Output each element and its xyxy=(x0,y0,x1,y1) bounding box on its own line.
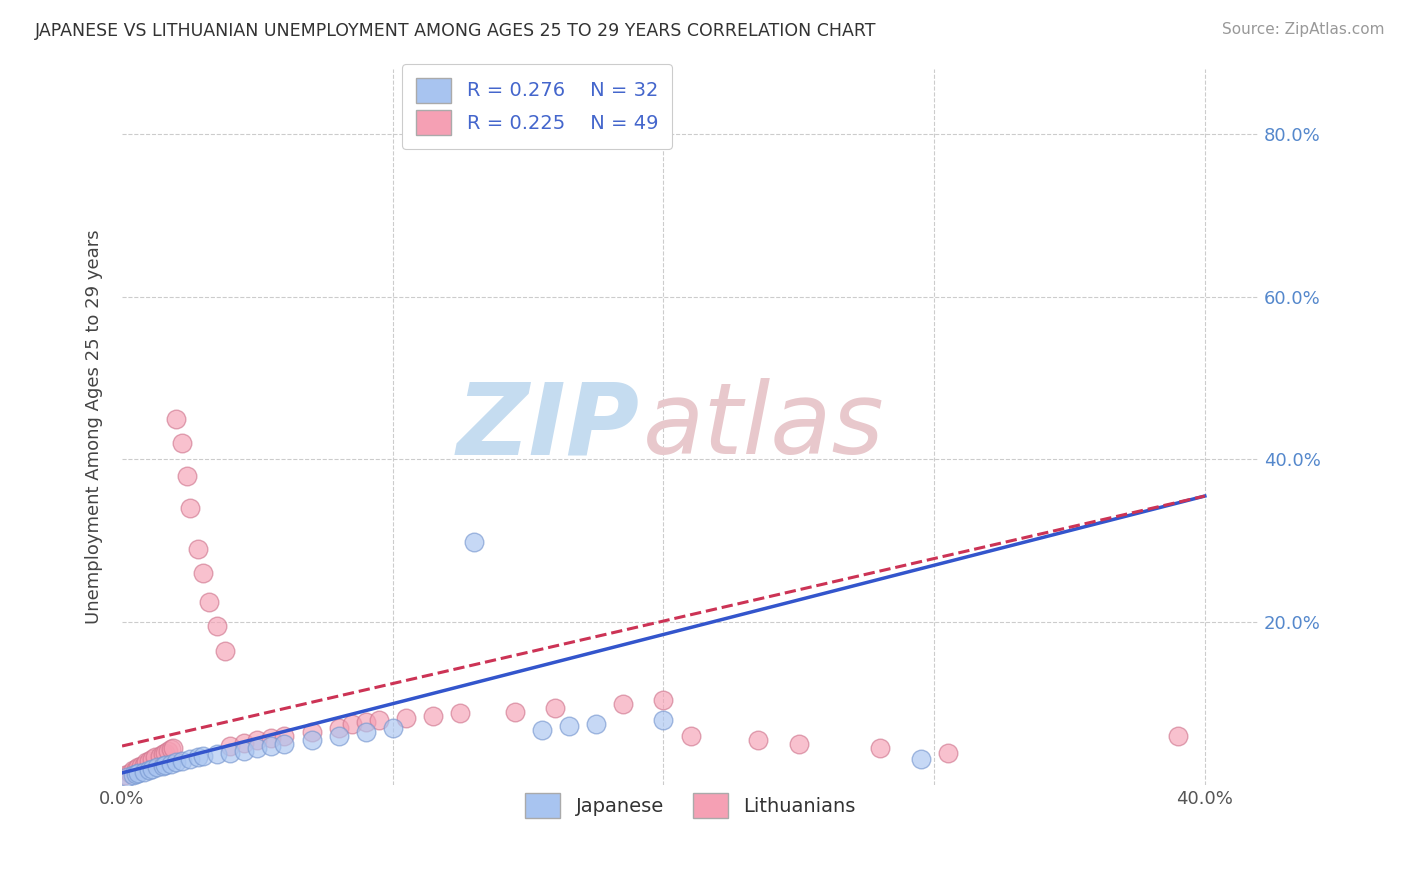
Point xyxy=(132,765,155,780)
Point xyxy=(146,760,169,774)
Point xyxy=(936,746,959,760)
Point xyxy=(117,770,139,784)
Point xyxy=(232,736,254,750)
Point xyxy=(557,719,579,733)
Text: ZIP: ZIP xyxy=(457,378,640,475)
Point xyxy=(232,744,254,758)
Point xyxy=(141,752,163,766)
Point xyxy=(368,713,391,727)
Point xyxy=(585,717,607,731)
Point xyxy=(149,748,172,763)
Point xyxy=(340,717,363,731)
Point xyxy=(176,468,198,483)
Point xyxy=(301,733,323,747)
Point xyxy=(193,566,215,581)
Point xyxy=(114,768,136,782)
Y-axis label: Unemployment Among Ages 25 to 29 years: Unemployment Among Ages 25 to 29 years xyxy=(86,229,103,624)
Point xyxy=(449,706,471,721)
Point xyxy=(246,741,269,756)
Point xyxy=(135,756,157,770)
Point xyxy=(214,644,236,658)
Point xyxy=(747,733,769,747)
Point xyxy=(138,754,160,768)
Point xyxy=(129,758,152,772)
Point xyxy=(170,754,193,768)
Point xyxy=(219,746,242,760)
Point xyxy=(652,692,675,706)
Point xyxy=(354,725,377,739)
Point xyxy=(301,725,323,739)
Point xyxy=(273,738,295,752)
Point xyxy=(652,713,675,727)
Point xyxy=(165,756,187,770)
Point xyxy=(170,436,193,450)
Point xyxy=(679,729,702,743)
Point xyxy=(143,750,166,764)
Point xyxy=(381,721,404,735)
Point xyxy=(120,765,142,780)
Point xyxy=(197,595,219,609)
Point xyxy=(155,746,177,760)
Point xyxy=(260,739,283,753)
Point xyxy=(463,535,485,549)
Point xyxy=(159,756,181,771)
Point xyxy=(179,501,201,516)
Point xyxy=(132,757,155,772)
Point xyxy=(193,748,215,763)
Point xyxy=(122,768,145,782)
Point xyxy=(219,739,242,753)
Point xyxy=(157,744,180,758)
Point xyxy=(122,764,145,778)
Point xyxy=(422,709,444,723)
Legend: Japanese, Lithuanians: Japanese, Lithuanians xyxy=(517,785,863,826)
Point xyxy=(187,750,209,764)
Point xyxy=(205,747,228,761)
Point xyxy=(159,742,181,756)
Point xyxy=(1167,729,1189,743)
Point xyxy=(127,760,149,774)
Point xyxy=(205,619,228,633)
Point xyxy=(165,411,187,425)
Text: Source: ZipAtlas.com: Source: ZipAtlas.com xyxy=(1222,22,1385,37)
Point xyxy=(260,731,283,745)
Point xyxy=(124,766,146,780)
Point xyxy=(395,711,418,725)
Point xyxy=(179,752,201,766)
Point xyxy=(141,762,163,776)
Point xyxy=(787,738,810,752)
Point xyxy=(273,729,295,743)
Text: atlas: atlas xyxy=(643,378,884,475)
Point xyxy=(354,714,377,729)
Point xyxy=(503,705,526,719)
Point xyxy=(162,740,184,755)
Point xyxy=(246,733,269,747)
Point xyxy=(328,721,350,735)
Point xyxy=(869,741,891,756)
Text: JAPANESE VS LITHUANIAN UNEMPLOYMENT AMONG AGES 25 TO 29 YEARS CORRELATION CHART: JAPANESE VS LITHUANIAN UNEMPLOYMENT AMON… xyxy=(35,22,877,40)
Point xyxy=(544,700,567,714)
Point xyxy=(155,757,177,772)
Point xyxy=(124,762,146,776)
Point xyxy=(138,764,160,778)
Point xyxy=(530,723,553,737)
Point xyxy=(910,752,932,766)
Point xyxy=(612,697,634,711)
Point xyxy=(187,541,209,556)
Point xyxy=(152,758,174,772)
Point xyxy=(328,729,350,743)
Point xyxy=(152,747,174,761)
Point xyxy=(127,765,149,780)
